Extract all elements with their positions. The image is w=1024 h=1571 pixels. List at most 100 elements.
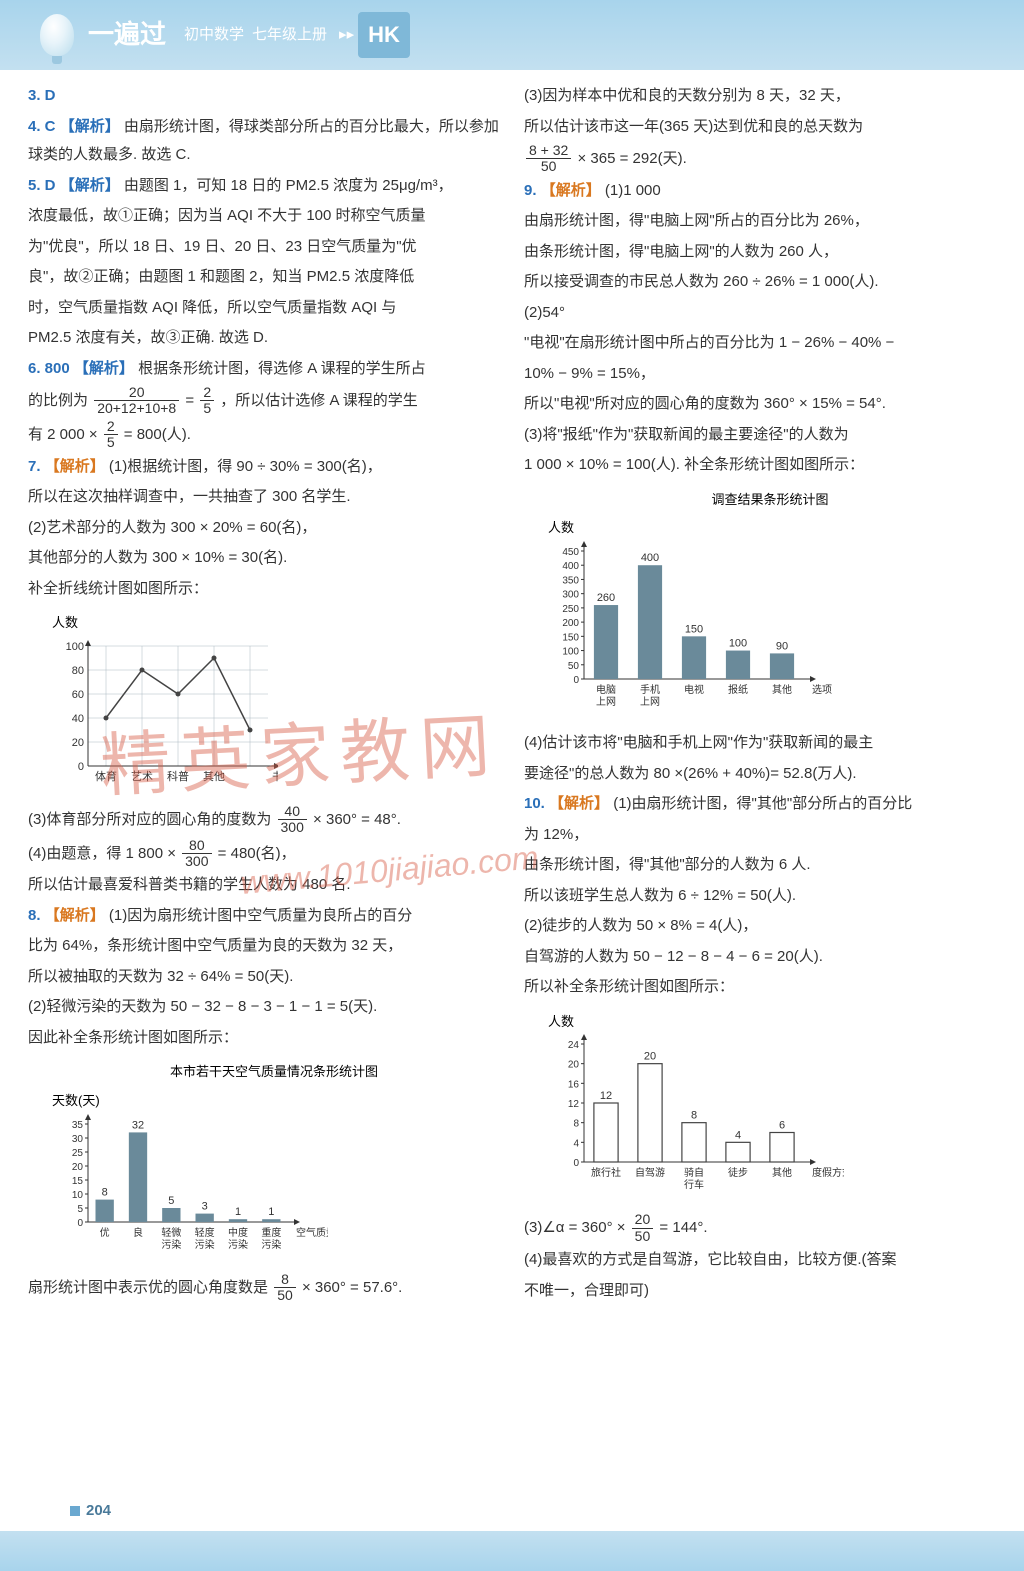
q9-l3: 由条形统计图，得"电脑上网"的人数为 260 人， (524, 238, 996, 267)
svg-text:度假方式: 度假方式 (812, 1166, 844, 1179)
q7-l6b: × 360° = 48°. (313, 811, 401, 828)
svg-text:8: 8 (573, 1119, 579, 1130)
right-column: (3)因为样本中优和良的天数分别为 8 天，32 天， 所以估计该市这一年(36… (524, 82, 996, 1307)
svg-text:250: 250 (562, 604, 579, 615)
q10-l5: (2)徒步的人数为 50 × 8% = 4(人)， (524, 912, 996, 941)
svg-text:16: 16 (568, 1080, 580, 1091)
q7-l7a: (4)由题意，得 1 800 × (28, 844, 176, 861)
svg-text:400: 400 (641, 552, 659, 564)
svg-text:污染: 污染 (161, 1238, 181, 1251)
q8-l5: 因此补全条形统计图如图所示： (28, 1024, 500, 1053)
q8-num: 8. (28, 907, 41, 924)
q7-l7b: = 480(名)， (218, 844, 296, 861)
q5-l4: 良"，故②正确；由题图 1 和题图 2，知当 PM2.5 浓度降低 (28, 263, 500, 292)
svg-text:3: 3 (202, 1200, 208, 1212)
page-number: 204 (70, 1497, 111, 1526)
header-edition: HK (358, 12, 410, 58)
svg-text:5: 5 (168, 1195, 174, 1207)
svg-text:骑自: 骑自 (684, 1166, 704, 1179)
page-header: 一遍过 初中数学 七年级上册 ▸▸ HK (0, 0, 1024, 70)
q9-l11: (4)估计该市将"电脑和手机上网"作为"获取新闻的最主 (524, 729, 996, 758)
svg-text:轻度: 轻度 (195, 1226, 215, 1239)
svg-text:10: 10 (72, 1190, 84, 1201)
q7-l6a: (3)体育部分所对应的圆心角的度数为 (28, 811, 271, 828)
svg-text:0: 0 (573, 675, 579, 686)
svg-text:徒步: 徒步 (728, 1166, 748, 1179)
svg-text:行车: 行车 (684, 1178, 704, 1191)
svg-text:260: 260 (597, 592, 615, 604)
q6-l3a: 有 2 000 × (28, 426, 98, 443)
svg-text:50: 50 (568, 661, 580, 672)
page-body: 3. D 4. C 【解析】 由扇形统计图，得球类部分所占的百分比最大，所以参加… (0, 70, 1024, 1317)
svg-text:12: 12 (600, 1090, 612, 1102)
q7-num: 7. (28, 458, 41, 475)
svg-text:优: 优 (100, 1226, 110, 1239)
svg-text:8: 8 (691, 1110, 697, 1122)
footer-band (0, 1531, 1024, 1571)
svg-text:8: 8 (102, 1186, 108, 1198)
svg-text:1: 1 (268, 1206, 274, 1218)
q9-tag: 【解析】 (541, 182, 601, 199)
q6-l2b: ，所以估计选修 A 课程的学生 (220, 392, 418, 409)
q7-l2: 所以在这次抽样调查中，一共抽查了 300 名学生. (28, 483, 500, 512)
q7-l8: 所以估计最喜爱科普类书籍的学生人数为 480 名. (28, 871, 500, 900)
svg-text:0: 0 (573, 1158, 579, 1169)
q8-l3: 所以被抽取的天数为 32 ÷ 64% = 50(天). (28, 963, 500, 992)
svg-text:0: 0 (77, 1218, 83, 1229)
svg-text:40: 40 (72, 713, 84, 725)
q7-l5: 补全折线统计图如图所示： (28, 575, 500, 604)
svg-text:报纸: 报纸 (728, 683, 748, 696)
chart-q9-bar: 调查结果条形统计图 人数 050100150200250300350400450… (544, 488, 996, 721)
svg-text:5: 5 (77, 1204, 83, 1215)
q7-l3: (2)艺术部分的人数为 300 × 20% = 60(名)， (28, 514, 500, 543)
svg-text:1: 1 (235, 1206, 241, 1218)
chart2-svg: 051015202530358优32良5轻微污染3轻度污染1中度污染1重度污染空… (48, 1114, 328, 1264)
svg-text:上网: 上网 (596, 696, 616, 708)
q6-l3b: = 800(人). (124, 426, 191, 443)
q7-l1: (1)根据统计图，得 90 ÷ 30% = 300(名)， (109, 458, 382, 475)
q5-l1: 由题图 1，可知 18 日的 PM2.5 浓度为 25μg/m³， (124, 177, 453, 194)
left-column: 3. D 4. C 【解析】 由扇形统计图，得球类部分所占的百分比最大，所以参加… (28, 82, 500, 1307)
q10-l9: (4)最喜欢的方式是自驾游，它比较自由，比较方便.(答案 (524, 1246, 996, 1275)
q10-l10: 不唯一，合理即可) (524, 1277, 996, 1306)
q9-l4: 所以接受调查的市民总人数为 260 ÷ 26% = 1 000(人). (524, 268, 996, 297)
q9-l1: (1)1 000 (605, 182, 661, 199)
svg-text:其他: 其他 (772, 683, 792, 696)
q9-l10: 1 000 × 10% = 100(人). 补全条形统计图如图所示： (524, 451, 996, 480)
q8-l6b: × 360° = 57.6°. (302, 1279, 402, 1296)
chart3-svg: 050100150200250300350400450260电脑上网400手机上… (544, 541, 844, 721)
q5-l3: 为"优良"，所以 18 日、19 日、20 日、23 日空气质量为"优 (28, 233, 500, 262)
svg-text:旅行社: 旅行社 (591, 1166, 621, 1179)
svg-text:良: 良 (133, 1226, 143, 1239)
chart4-svg: 0481216202412旅行社20自驾游8骑自行车4徒步6其他度假方式 (544, 1034, 844, 1204)
header-title: 一遍过 (88, 10, 166, 59)
svg-text:25: 25 (72, 1148, 84, 1159)
q9-num: 9. (524, 182, 537, 199)
svg-text:15: 15 (72, 1176, 84, 1187)
svg-text:60: 60 (72, 689, 84, 701)
chart-q8-bar: 本市若干天空气质量情况条形统计图 天数(天) 051015202530358优3… (48, 1060, 500, 1263)
chart1-svg: 020406080100体育艺术科普其他书籍类型 (48, 636, 278, 796)
q10-l6: 自驾游的人数为 50 − 12 − 8 − 4 − 6 = 20(人). (524, 943, 996, 972)
svg-text:20: 20 (568, 1060, 580, 1071)
q9-l5: (2)54° (524, 299, 996, 328)
svg-text:中度: 中度 (228, 1226, 248, 1239)
q4-tag: 【解析】 (60, 118, 120, 135)
svg-text:自驾游: 自驾游 (635, 1166, 665, 1179)
svg-text:150: 150 (685, 623, 703, 635)
q5-l5: 时，空气质量指数 AQI 降低，所以空气质量指数 AQI 与 (28, 294, 500, 323)
header-subject: 初中数学 (184, 21, 244, 50)
svg-text:其他: 其他 (772, 1166, 792, 1179)
q9-l9: (3)将"报纸"作为"获取新闻的最主要途径"的人数为 (524, 421, 996, 450)
q8-l2: 比为 64%，条形统计图中空气质量为良的天数为 32 天， (28, 932, 500, 961)
svg-text:20: 20 (72, 737, 84, 749)
r3c: × 365 = 292(天). (578, 150, 687, 167)
q6-tag: 【解析】 (74, 360, 134, 377)
svg-text:30: 30 (72, 1134, 84, 1145)
q8-tag: 【解析】 (45, 907, 105, 924)
q9-l8: 所以"电视"所对应的圆心角的度数为 360° × 15% = 54°. (524, 390, 996, 419)
svg-text:350: 350 (562, 576, 579, 587)
q4-num: 4. C (28, 118, 56, 135)
r2: 所以估计该市这一年(365 天)达到优和良的总天数为 (524, 113, 996, 142)
r1: (3)因为样本中优和良的天数分别为 8 天，32 天， (524, 82, 996, 111)
